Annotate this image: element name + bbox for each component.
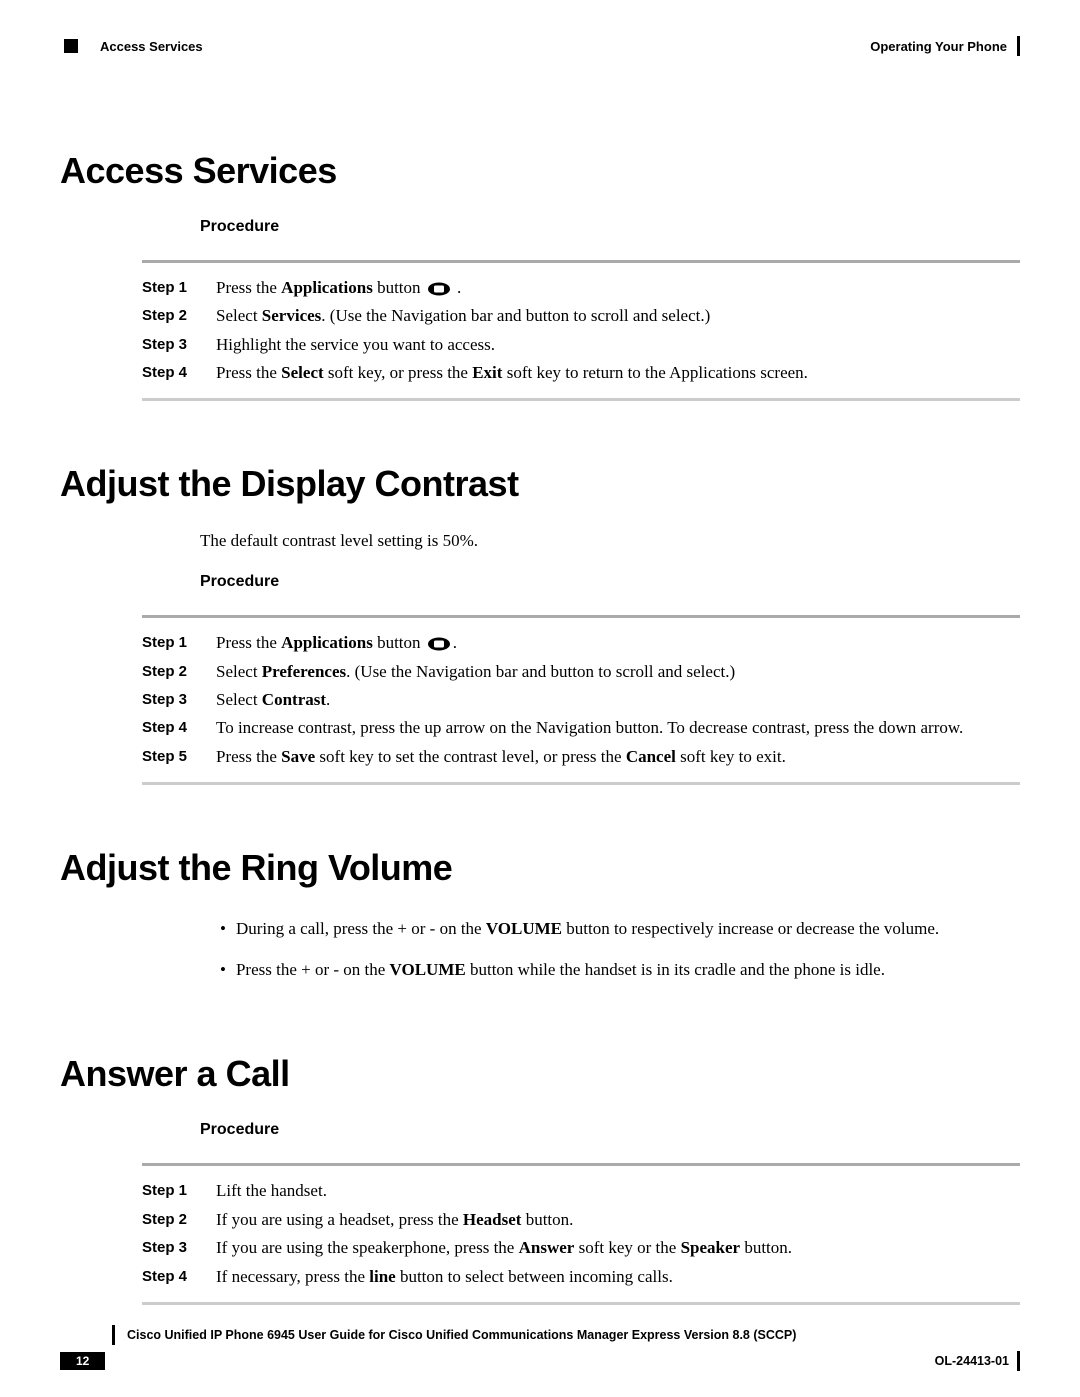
step-label: Step 4: [142, 1264, 198, 1290]
procedure-label: Procedure: [200, 218, 1020, 236]
step-row: Step 5 Press the Save soft key to set the…: [142, 744, 1020, 770]
step-body: Press the Select soft key, or press the …: [216, 360, 1020, 386]
step-body: Select Preferences. (Use the Navigation …: [216, 659, 1020, 685]
step-body: Lift the handset.: [216, 1178, 1020, 1204]
step-label: Step 2: [142, 1207, 198, 1233]
step-label: Step 3: [142, 332, 198, 358]
step-body: To increase contrast, press the up arrow…: [216, 715, 1020, 741]
step-label: Step 1: [142, 275, 198, 301]
heading-display-contrast: Adjust the Display Contrast: [60, 463, 1020, 505]
step-row: Step 1 Press the Applications button .: [142, 275, 1020, 301]
step-label: Step 4: [142, 360, 198, 386]
step-row: Step 1 Lift the handset.: [142, 1178, 1020, 1204]
steps-answer-call: Step 1 Lift the handset. Step 2 If you are …: [142, 1163, 1020, 1304]
procedure-label: Procedure: [200, 1121, 1020, 1139]
step-row: Step 2 Select Services. (Use the Navigati…: [142, 303, 1020, 329]
bullet-item: • Press the + or - on the VOLUME button w…: [220, 956, 1020, 983]
step-label: Step 1: [142, 630, 198, 656]
step-body: Highlight the service you want to access…: [216, 332, 1020, 358]
header-bar-icon: [1017, 36, 1020, 56]
header-left: Access Services: [64, 39, 203, 54]
divider: [142, 260, 1020, 263]
page-content: Access Services Procedure Step 1 Press th…: [60, 150, 1020, 1305]
header-square-icon: [64, 39, 78, 53]
steps-access-services: Step 1Press the Applications button .Ste…: [142, 260, 1020, 401]
intro-text: The default contrast level setting is 50…: [200, 531, 1020, 551]
step-label: Step 2: [142, 659, 198, 685]
step-label: Step 2: [142, 303, 198, 329]
doc-code-group: OL-24413-01: [935, 1351, 1020, 1371]
step-label: Step 3: [142, 1235, 198, 1261]
step-body: If you are using a headset, press the He…: [216, 1207, 1020, 1233]
step-body: Press the Applications button .: [216, 275, 1020, 301]
heading-access-services: Access Services: [60, 150, 1020, 192]
step-body: Press the Save soft key to set the contr…: [216, 744, 1020, 770]
step-label: Step 1: [142, 1178, 198, 1204]
steps-display-contrast: Step 1Press the Applications button .Ste…: [142, 615, 1020, 785]
step-row: Step 2 If you are using a headset, press …: [142, 1207, 1020, 1233]
step-row: Step 1 Press the Applications button .: [142, 630, 1020, 656]
page-number: 12: [60, 1352, 105, 1370]
step-row: Step 2 Select Preferences. (Use the Navig…: [142, 659, 1020, 685]
footer-bottom-row: 12 OL-24413-01: [60, 1351, 1020, 1371]
footer-title-row: Cisco Unified IP Phone 6945 User Guide f…: [112, 1325, 1020, 1345]
step-row: Step 3 If you are using the speakerphone,…: [142, 1235, 1020, 1261]
heading-answer-call: Answer a Call: [60, 1053, 1020, 1095]
bullet-dot-icon: •: [220, 915, 226, 942]
footer-doc-title: Cisco Unified IP Phone 6945 User Guide f…: [127, 1328, 796, 1342]
step-body: Select Contrast.: [216, 687, 1020, 713]
footer-bar-icon: [112, 1325, 115, 1345]
applications-button-icon: [427, 282, 451, 296]
divider: [142, 615, 1020, 618]
bullet-text: Press the + or - on the VOLUME button wh…: [236, 956, 885, 983]
divider: [142, 1302, 1020, 1305]
bullet-dot-icon: •: [220, 956, 226, 983]
procedure-label: Procedure: [200, 573, 1020, 591]
step-label: Step 4: [142, 715, 198, 741]
step-row: Step 3 Select Contrast.: [142, 687, 1020, 713]
step-body: If necessary, press the line button to s…: [216, 1264, 1020, 1290]
step-label: Step 3: [142, 687, 198, 713]
step-body: Press the Applications button .: [216, 630, 1020, 656]
header-section-label: Access Services: [100, 39, 203, 54]
bullets-ring-volume: • During a call, press the + or - on the …: [220, 915, 1020, 983]
bullet-item: • During a call, press the + or - on the …: [220, 915, 1020, 942]
bullet-text: During a call, press the + or - on the V…: [236, 915, 939, 942]
step-row: Step 4 Press the Select soft key, or pres…: [142, 360, 1020, 386]
step-row: Step 4 If necessary, press the line butto…: [142, 1264, 1020, 1290]
step-row: Step 3 Highlight the service you want to …: [142, 332, 1020, 358]
step-row: Step 4 To increase contrast, press the up…: [142, 715, 1020, 741]
doc-code: OL-24413-01: [935, 1354, 1009, 1368]
header-chapter-label: Operating Your Phone: [870, 39, 1007, 54]
step-body: If you are using the speakerphone, press…: [216, 1235, 1020, 1261]
heading-ring-volume: Adjust the Ring Volume: [60, 847, 1020, 889]
step-body: Select Services. (Use the Navigation bar…: [216, 303, 1020, 329]
applications-button-icon: [427, 637, 451, 651]
step-label: Step 5: [142, 744, 198, 770]
footer-bar-icon: [1017, 1351, 1020, 1371]
page-header: Access Services Operating Your Phone: [64, 36, 1020, 56]
header-right: Operating Your Phone: [870, 36, 1020, 56]
divider: [142, 1163, 1020, 1166]
